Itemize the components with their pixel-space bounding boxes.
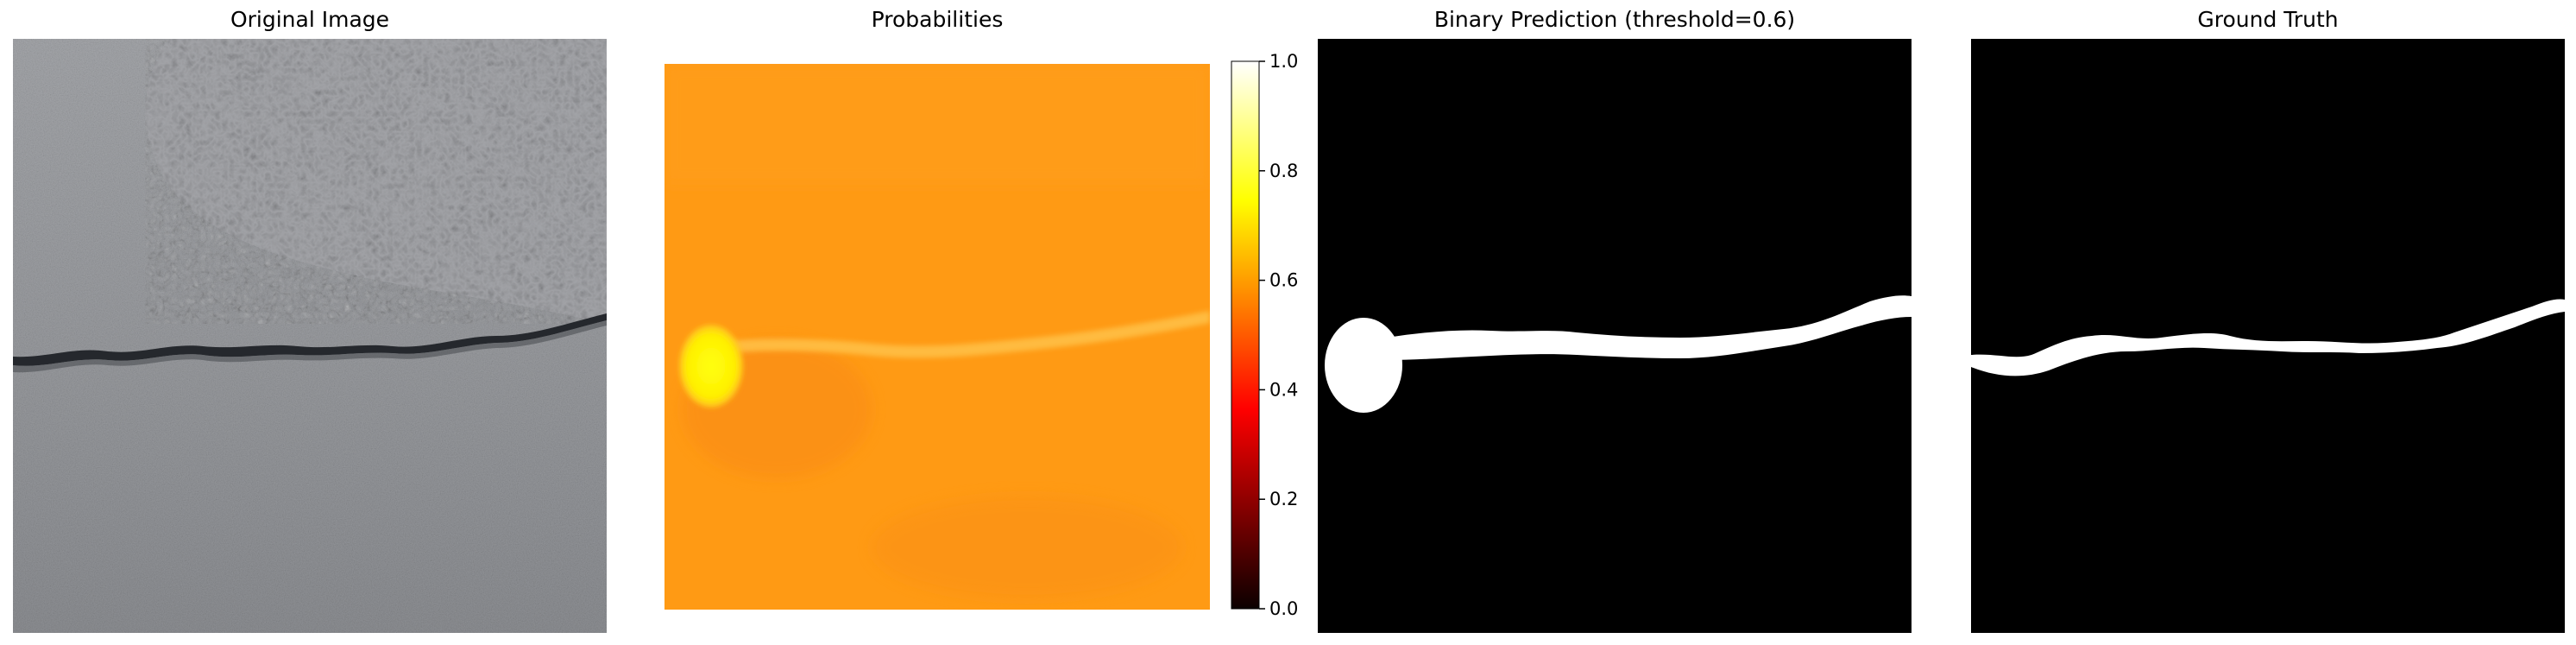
binary-prediction-mask (1318, 39, 1912, 633)
asphalt-crack-photo (13, 39, 607, 633)
probability-heatmap (664, 64, 1210, 610)
predicted-blob (1325, 318, 1402, 413)
colorbar-tick-label: 0.2 (1269, 489, 1298, 509)
original-image-panel (13, 39, 607, 633)
colorbar-tick-label: 0.0 (1269, 598, 1298, 619)
ground-truth-panel (1971, 39, 2565, 633)
probability-blob (679, 325, 743, 408)
colorbar-gradient (1231, 60, 1260, 610)
predicted-crack (1387, 295, 1912, 360)
colorbar-tick-label: 0.6 (1269, 270, 1298, 291)
colorbar-tick-label: 1.0 (1269, 52, 1298, 72)
crack-line (13, 313, 607, 366)
binary-prediction-panel (1318, 39, 1912, 633)
probability-crack-band (716, 311, 1210, 358)
colorbar-tick-label: 0.8 (1269, 161, 1298, 181)
title-probabilities: Probabilities (871, 7, 1004, 32)
ground-truth-mask (1971, 39, 2565, 633)
colorbar-tick-label: 0.4 (1269, 379, 1298, 400)
colorbar: 0.0 0.2 0.4 0.6 0.8 1.0 (1225, 52, 1320, 622)
probabilities-panel (664, 64, 1210, 610)
ground-truth-crack (1971, 299, 2565, 376)
title-ground-truth: Ground Truth (2197, 7, 2339, 32)
title-original-image: Original Image (230, 7, 390, 32)
title-binary-prediction: Binary Prediction (threshold=0.6) (1433, 7, 1796, 32)
